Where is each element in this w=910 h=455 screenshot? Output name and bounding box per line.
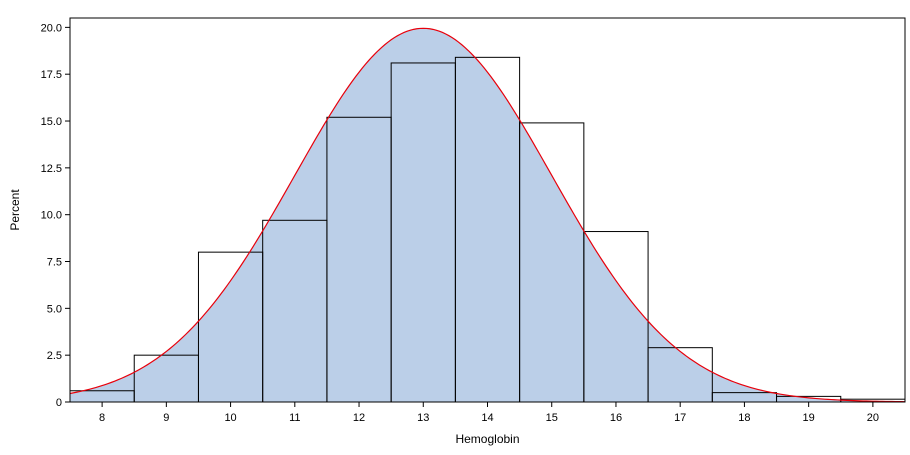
x-tick-label-17: 17 (674, 412, 686, 424)
x-tick-label-19: 19 (803, 412, 815, 424)
y-axis-title: Percent (8, 189, 22, 231)
x-tick-label-18: 18 (738, 412, 750, 424)
normal-curve-line (69, 27, 906, 403)
x-tick-label-12: 12 (353, 412, 365, 424)
normal-curve (69, 27, 906, 403)
x-tick-label-20: 20 (867, 412, 879, 424)
x-tick-label-14: 14 (481, 412, 493, 424)
y-tick-label-0: 0 (56, 397, 62, 409)
x-tick-label-9: 9 (163, 412, 169, 424)
y-tick-label-12.5: 12.5 (41, 163, 62, 175)
y-tick-label-2.5: 2.5 (47, 350, 62, 362)
y-tick-label-7.5: 7.5 (47, 257, 62, 269)
y-tick-label-15.0: 15.0 (41, 116, 62, 128)
normal-curve-fill (70, 28, 905, 403)
y-tick-label-20.0: 20.0 (41, 22, 62, 34)
x-tick-label-11: 11 (289, 412, 300, 424)
x-tick-label-8: 8 (99, 412, 105, 424)
y-tick-label-5.0: 5.0 (47, 303, 62, 315)
x-tick-label-13: 13 (417, 412, 429, 424)
x-axis-title: Hemoglobin (455, 432, 519, 446)
x-tick-label-15: 15 (546, 412, 558, 424)
x-tick-label-16: 16 (610, 412, 622, 424)
y-axis: 0 2.5 5.0 7.5 10.0 12.5 15.0 17.5 20.0 (41, 22, 70, 409)
x-axis: 8 9 10 11 12 13 14 15 16 17 18 19 20 (99, 402, 879, 424)
y-tick-label-17.5: 17.5 (41, 69, 62, 81)
y-tick-label-10.0: 10.0 (41, 210, 62, 222)
x-tick-label-10: 10 (224, 412, 236, 424)
normal-curve-area (70, 28, 905, 403)
